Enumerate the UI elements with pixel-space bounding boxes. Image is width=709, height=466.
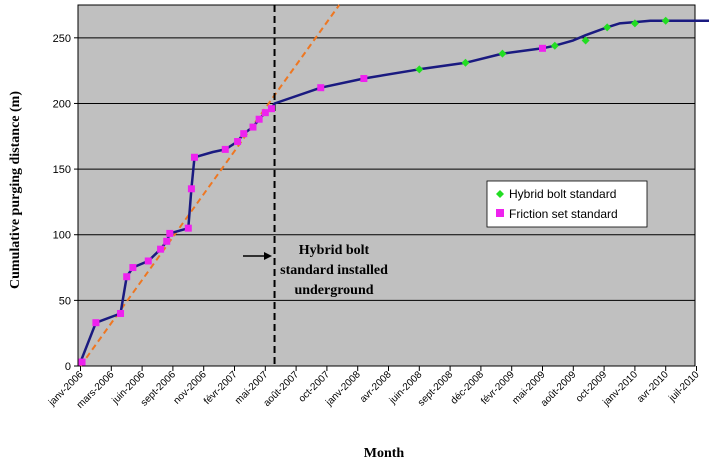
friction-point-20 bbox=[360, 75, 368, 83]
friction-point-16 bbox=[255, 115, 263, 123]
hybrid-point-7 bbox=[661, 16, 670, 25]
friction-point-0 bbox=[78, 358, 86, 366]
hybrid-point-3 bbox=[550, 41, 559, 50]
friction-point-3 bbox=[123, 273, 131, 281]
y-tick-label-50: 50 bbox=[59, 295, 71, 307]
friction-point-5 bbox=[144, 257, 152, 265]
x-axis-title: Month bbox=[364, 446, 405, 461]
legend-hybrid-marker bbox=[496, 190, 504, 198]
y-axis-ticks: 0 50 100 150 200 250 bbox=[53, 33, 78, 373]
data-points-layer bbox=[78, 16, 670, 366]
y-tick-label-0: 0 bbox=[65, 361, 71, 373]
x-tick-label-20: juil-2010 bbox=[666, 369, 702, 405]
trendline-layer bbox=[79, 4, 341, 367]
friction-point-10 bbox=[187, 185, 195, 193]
friction-point-4 bbox=[129, 264, 137, 272]
friction-point-9 bbox=[184, 224, 192, 232]
friction-point-13 bbox=[234, 138, 242, 146]
legend-hybrid-label: Hybrid bolt standard bbox=[509, 187, 616, 201]
y-axis-title: Cumulative purging distance (m) bbox=[8, 91, 23, 289]
x-axis-ticks: janv-2006mars-2006juin-2006sept-2006nov-… bbox=[46, 366, 702, 411]
annotation-line-1: Hybrid bolt bbox=[299, 243, 370, 258]
friction-point-15 bbox=[249, 123, 257, 131]
friction-point-1 bbox=[92, 319, 100, 327]
friction-point-14 bbox=[240, 130, 248, 138]
friction-point-11 bbox=[190, 153, 198, 161]
trendline bbox=[79, 4, 341, 367]
friction-point-21 bbox=[539, 44, 546, 52]
hybrid-point-4 bbox=[581, 36, 590, 45]
friction-point-6 bbox=[157, 245, 165, 253]
legend-box bbox=[486, 180, 648, 228]
friction-point-18 bbox=[267, 105, 275, 113]
x-tick-label-19: avr-2010 bbox=[635, 369, 671, 405]
grid-lines bbox=[78, 37, 695, 301]
hybrid-point-2 bbox=[498, 49, 507, 58]
legend: Hybrid bolt standard Friction set standa… bbox=[486, 180, 648, 228]
legend-friction-marker bbox=[496, 209, 504, 217]
hybrid-point-6 bbox=[630, 19, 639, 28]
y-tick-label-200: 200 bbox=[53, 98, 71, 110]
hybrid-point-1 bbox=[461, 58, 470, 67]
y-tick-label-250: 250 bbox=[53, 33, 71, 45]
friction-point-12 bbox=[221, 145, 229, 153]
y-tick-label-100: 100 bbox=[53, 230, 71, 242]
y-tick-label-150: 150 bbox=[53, 164, 71, 176]
hybrid-point-5 bbox=[603, 23, 612, 32]
friction-point-17 bbox=[261, 109, 269, 117]
hybrid-point-0 bbox=[415, 65, 424, 74]
legend-friction-label: Friction set standard bbox=[509, 207, 618, 221]
annotation: Hybrid bolt standard installed undergrou… bbox=[243, 243, 388, 298]
friction-point-19 bbox=[317, 84, 325, 92]
friction-point-8 bbox=[166, 229, 174, 237]
friction-point-7 bbox=[163, 237, 171, 245]
annotation-line-2: standard installed bbox=[280, 263, 388, 278]
annotation-line-3: underground bbox=[294, 283, 373, 298]
friction-point-2 bbox=[117, 309, 125, 317]
annotation-arrow-head bbox=[264, 252, 272, 260]
